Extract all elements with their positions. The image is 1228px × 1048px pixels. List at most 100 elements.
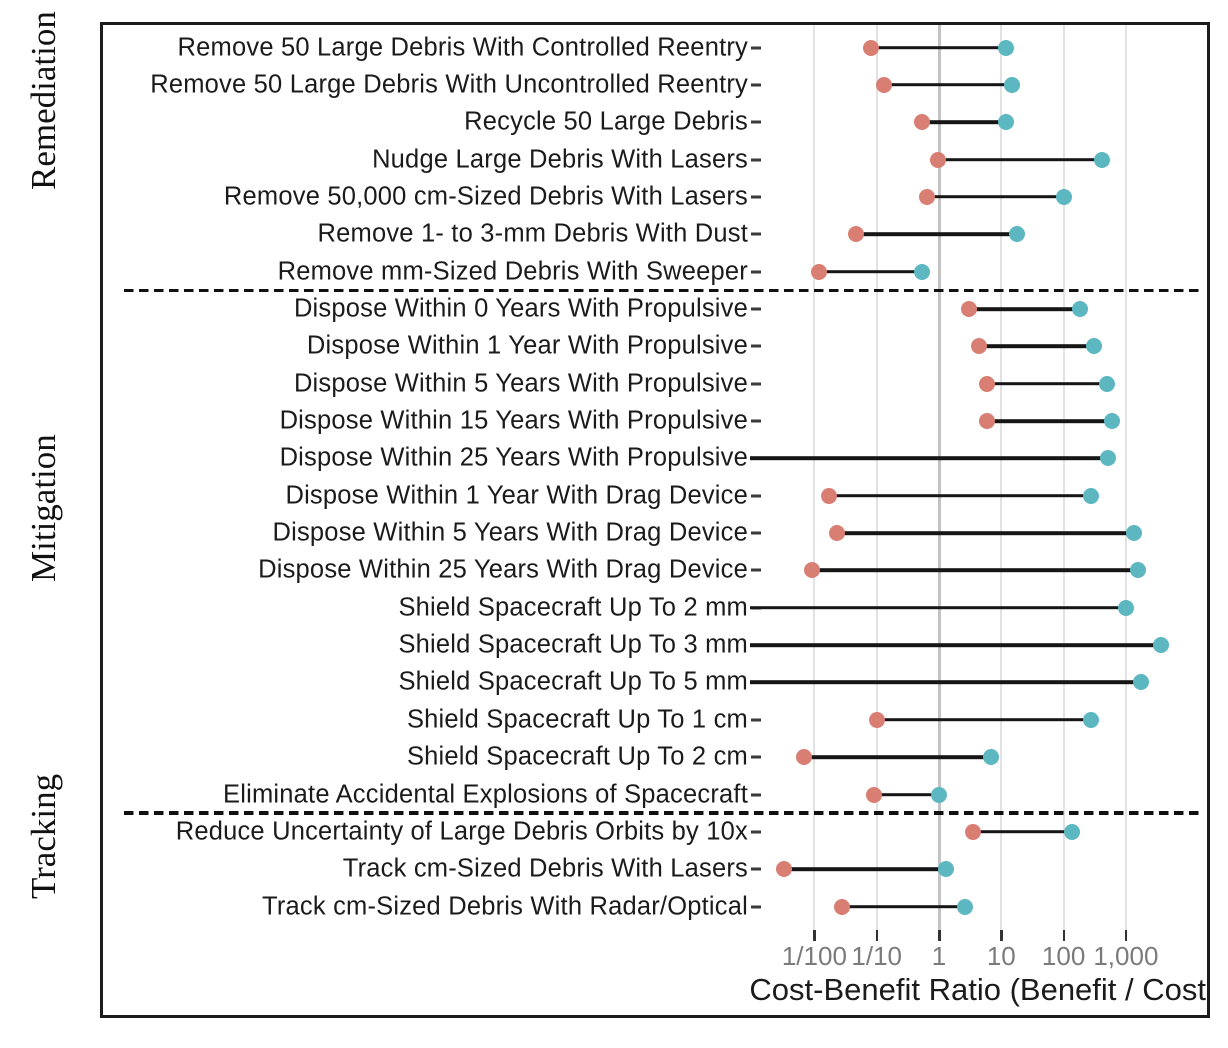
high-estimate-dot	[931, 786, 947, 803]
range-line	[828, 493, 1092, 498]
high-estimate-dot	[1083, 711, 1100, 728]
low-estimate-dot	[868, 711, 885, 728]
row-label: Dispose Within 5 Years With Drag Device	[272, 518, 748, 547]
x-tick-label: 1,000	[1093, 941, 1159, 971]
low-estimate-dot	[929, 151, 946, 168]
x-tick-label: 100	[1041, 941, 1086, 971]
range-line	[750, 680, 1142, 685]
range-line	[876, 718, 1092, 722]
row-label: Recycle 50 Large Debris	[464, 107, 748, 136]
y-axis-tick	[751, 195, 761, 199]
group-separator	[124, 288, 1202, 292]
gridline	[938, 25, 941, 930]
row-label: Remove 50 Large Debris With Controlled R…	[177, 33, 748, 61]
y-axis-tick	[751, 718, 761, 722]
row-label: Dispose Within 15 Years With Propulsive	[279, 406, 748, 435]
range-line	[927, 195, 1064, 199]
x-axis-tick	[813, 930, 816, 941]
row-label: Remove 50,000 cm-Sized Debris With Laser…	[223, 182, 748, 211]
range-line	[870, 45, 1007, 50]
gridline	[875, 25, 878, 930]
y-axis-tick	[751, 344, 761, 348]
group-label-tracking: Tracking	[24, 774, 63, 900]
low-estimate-dot	[865, 786, 882, 803]
row-label: Track cm-Sized Debris With Lasers	[342, 854, 748, 883]
gridline	[1000, 25, 1003, 930]
range-line	[750, 643, 1162, 647]
y-axis-tick	[751, 830, 761, 834]
y-axis-tick	[751, 755, 761, 759]
range-line	[987, 381, 1107, 386]
low-estimate-dot	[803, 562, 820, 579]
high-estimate-dot	[982, 749, 999, 766]
row-label: Remove 50 Large Debris With Uncontrolled…	[150, 70, 748, 99]
y-axis-tick	[751, 568, 761, 572]
high-estimate-dot	[1130, 562, 1147, 579]
high-estimate-dot	[938, 861, 955, 878]
low-estimate-dot	[775, 861, 792, 878]
range-line	[750, 456, 1109, 461]
row-label: Dispose Within 25 Years With Propulsive	[279, 443, 748, 472]
high-estimate-dot	[1104, 413, 1121, 429]
range-line	[987, 419, 1113, 423]
high-estimate-dot	[1153, 637, 1170, 654]
low-estimate-dot	[919, 188, 936, 205]
x-axis-title: Cost-Benefit Ratio (Benefit / Cost	[749, 972, 1206, 1007]
low-estimate-dot	[820, 487, 837, 504]
range-line	[968, 307, 1080, 311]
group-label-mitigation: Mitigation	[24, 433, 63, 582]
low-estimate-dot	[971, 338, 988, 355]
range-line	[972, 830, 1072, 834]
y-axis-tick	[751, 46, 761, 49]
y-axis-tick	[751, 120, 761, 124]
x-axis-tick	[1062, 930, 1066, 941]
range-line	[842, 904, 965, 909]
low-estimate-dot	[834, 898, 851, 915]
x-tick-label: 1/100	[781, 941, 847, 971]
x-tick-label: 1	[931, 941, 947, 971]
high-estimate-dot	[956, 898, 973, 915]
gridline	[1124, 25, 1127, 930]
high-estimate-dot	[1055, 188, 1072, 205]
range-line	[783, 867, 947, 871]
y-axis-tick	[751, 382, 761, 386]
range-line	[937, 157, 1103, 162]
y-axis-tick	[751, 905, 761, 909]
y-axis-tick	[751, 307, 761, 311]
group-label-remediation: Remediation	[24, 10, 63, 190]
y-axis-tick	[751, 419, 761, 423]
gridline	[813, 25, 816, 930]
low-estimate-dot	[862, 39, 879, 56]
x-axis-tick	[1000, 930, 1003, 941]
high-estimate-dot	[1126, 525, 1143, 542]
x-tick-label: 1/10	[851, 941, 902, 971]
row-label: Dispose Within 1 Year With Drag Device	[285, 481, 748, 510]
row-label: Nudge Large Debris With Lasers	[372, 145, 748, 174]
y-axis-tick	[751, 158, 761, 162]
high-estimate-dot	[1086, 338, 1103, 355]
range-line	[811, 568, 1139, 573]
range-line	[803, 755, 991, 759]
high-estimate-dot	[1098, 375, 1115, 392]
y-axis-tick	[751, 83, 761, 87]
row-label: Shield Spacecraft Up To 5 mm	[398, 667, 748, 696]
row-label: Dispose Within 5 Years With Propulsive	[293, 369, 748, 398]
range-line	[979, 344, 1095, 349]
high-estimate-dot	[1083, 487, 1100, 504]
low-estimate-dot	[875, 76, 892, 93]
y-axis-tick	[751, 531, 761, 535]
low-estimate-dot	[979, 413, 996, 429]
x-axis-tick	[1124, 930, 1128, 941]
high-estimate-dot	[1004, 76, 1021, 93]
group-separator	[124, 811, 1202, 815]
range-line	[855, 232, 1018, 237]
high-estimate-dot	[998, 114, 1015, 131]
range-line	[873, 792, 939, 797]
row-label: Reduce Uncertainty of Large Debris Orbit…	[175, 817, 748, 846]
high-estimate-dot	[1094, 151, 1111, 168]
row-label: Shield Spacecraft Up To 3 mm	[398, 630, 748, 659]
range-line	[750, 605, 1126, 610]
range-line	[819, 269, 922, 274]
gridline	[1062, 25, 1065, 930]
